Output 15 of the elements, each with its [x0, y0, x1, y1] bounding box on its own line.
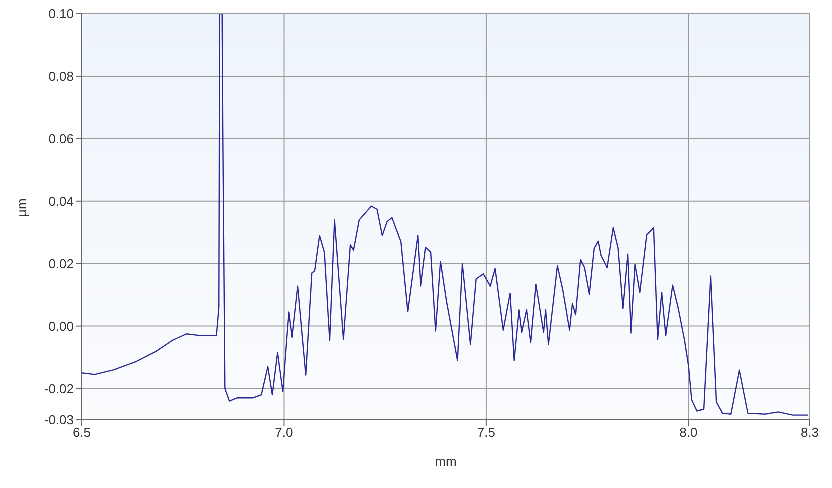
y-axis-title: µm [14, 198, 30, 217]
x-tick-label: 7.0 [275, 425, 294, 440]
y-tick-label: 0.02 [48, 256, 74, 272]
y-tick-label: 0.06 [48, 132, 74, 147]
y-tick-label: 0.10 [48, 6, 74, 22]
y-tick-label: 0.04 [48, 194, 74, 209]
y-tick-label: 0.08 [48, 69, 74, 84]
y-tick-label: 0.00 [48, 318, 74, 334]
x-tick-label: 8.3 [800, 425, 820, 440]
x-tick-label: 7.5 [477, 425, 496, 440]
y-tick-label: -0.02 [44, 381, 74, 396]
x-axis-title: mm [435, 454, 457, 469]
x-tick-label: 6.5 [72, 425, 92, 440]
y-tick-label: -0.03 [44, 412, 74, 428]
x-tick-label: 8.0 [680, 425, 698, 440]
